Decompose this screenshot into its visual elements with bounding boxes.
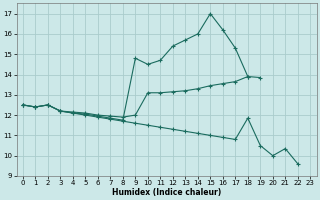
X-axis label: Humidex (Indice chaleur): Humidex (Indice chaleur) [112,188,221,197]
